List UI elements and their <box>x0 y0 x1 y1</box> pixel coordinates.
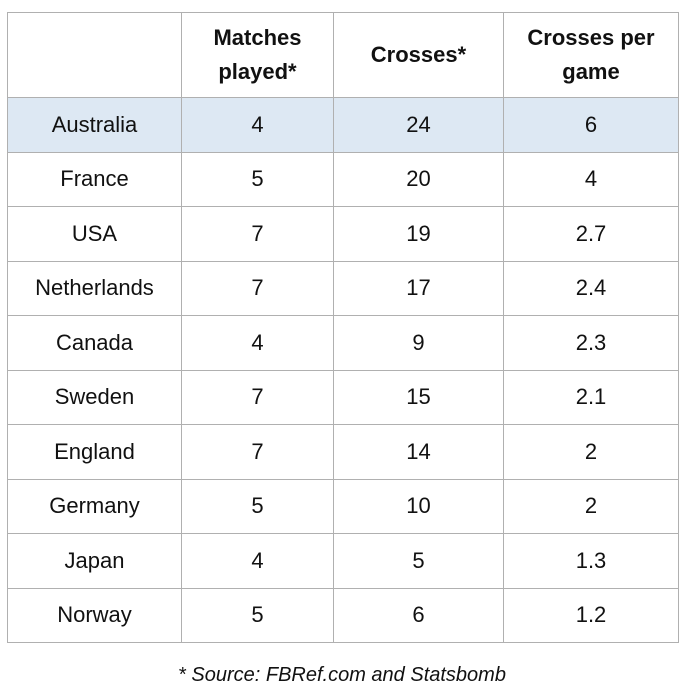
country-cell: Norway <box>7 587 182 643</box>
table-row: Sweden 7 15 2.1 <box>7 369 679 425</box>
value-cell: 7 <box>181 206 334 262</box>
table-row: France 5 20 4 <box>7 151 679 207</box>
value-cell: 17 <box>333 260 504 316</box>
header-cell: Crosses per game <box>503 12 679 98</box>
value-cell: 7 <box>181 369 334 425</box>
value-cell: 5 <box>333 533 504 589</box>
value-cell: 2 <box>503 478 679 534</box>
value-cell: 2.1 <box>503 369 679 425</box>
header-row: Matches played* Crosses* Crosses per game <box>7 12 679 98</box>
value-cell: 4 <box>181 97 334 153</box>
value-cell: 19 <box>333 206 504 262</box>
table-row: Netherlands 7 17 2.4 <box>7 260 679 316</box>
value-cell: 5 <box>181 151 334 207</box>
header-cell: Matches played* <box>181 12 334 98</box>
table-row: England 7 14 2 <box>7 424 679 480</box>
country-cell: Sweden <box>7 369 182 425</box>
corner-cell <box>7 12 182 98</box>
value-cell: 7 <box>181 424 334 480</box>
country-cell: USA <box>7 206 182 262</box>
header-cell: Crosses* <box>333 12 504 98</box>
value-cell: 1.3 <box>503 533 679 589</box>
value-cell: 5 <box>181 587 334 643</box>
value-cell: 10 <box>333 478 504 534</box>
value-cell: 9 <box>333 315 504 371</box>
stats-table: Matches played* Crosses* Crosses per game … <box>7 12 679 643</box>
value-cell: 4 <box>181 315 334 371</box>
value-cell: 7 <box>181 260 334 316</box>
value-cell: 1.2 <box>503 587 679 643</box>
country-cell: Canada <box>7 315 182 371</box>
value-cell: 15 <box>333 369 504 425</box>
country-cell: Germany <box>7 478 182 534</box>
value-cell: 14 <box>333 424 504 480</box>
value-cell: 20 <box>333 151 504 207</box>
value-cell: 5 <box>181 478 334 534</box>
country-cell: Japan <box>7 533 182 589</box>
table-row: Germany 5 10 2 <box>7 478 679 534</box>
table-row: Australia 4 24 6 <box>7 97 679 153</box>
value-cell: 2.3 <box>503 315 679 371</box>
table-row: Norway 5 6 1.2 <box>7 587 679 643</box>
value-cell: 4 <box>503 151 679 207</box>
value-cell: 24 <box>333 97 504 153</box>
value-cell: 2.7 <box>503 206 679 262</box>
footnote: * Source: FBRef.com and Statsbomb <box>178 664 506 686</box>
country-cell: Netherlands <box>7 260 182 316</box>
country-cell: England <box>7 424 182 480</box>
value-cell: 6 <box>503 97 679 153</box>
value-cell: 2.4 <box>503 260 679 316</box>
country-cell: France <box>7 151 182 207</box>
value-cell: 2 <box>503 424 679 480</box>
country-cell: Australia <box>7 97 182 153</box>
table-row: Canada 4 9 2.3 <box>7 315 679 371</box>
table-row: USA 7 19 2.7 <box>7 206 679 262</box>
value-cell: 4 <box>181 533 334 589</box>
value-cell: 6 <box>333 587 504 643</box>
table-row: Japan 4 5 1.3 <box>7 533 679 589</box>
table-body: Australia 4 24 6 France 5 20 4 USA 7 19 2.7 Netherla… <box>7 97 679 643</box>
